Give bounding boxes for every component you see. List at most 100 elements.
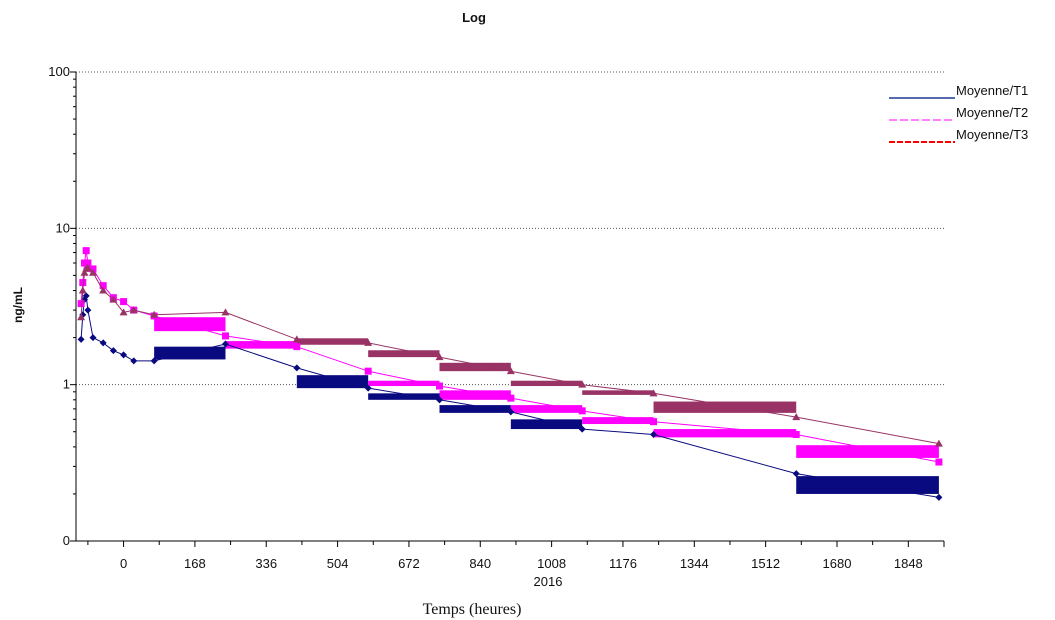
x-tick-labels: 0 168 336 504 672 840 1008 1176 1344 1512 1680 1848 <box>120 556 923 571</box>
x-tick-label: 336 <box>255 556 277 571</box>
data-point <box>79 279 87 287</box>
data-point <box>792 470 800 478</box>
data-point <box>77 335 85 343</box>
chart-title: Log <box>462 10 486 25</box>
y-tick-label: 1 <box>63 377 70 392</box>
data-point <box>89 334 97 342</box>
data-point <box>935 493 943 501</box>
y-tick-label: 10 <box>56 220 70 235</box>
y-tick-label: 0 <box>63 533 70 548</box>
x-tick-label: 1008 <box>537 556 566 571</box>
band-moyenne-t1 <box>368 393 440 400</box>
data-point <box>82 292 90 300</box>
legend-label: Moyenne/T2 <box>956 105 1028 120</box>
data-point <box>78 286 87 294</box>
band-moyenne-t2 <box>653 429 797 438</box>
band-moyenne-t2 <box>439 390 511 400</box>
band-moyenne-t2 <box>796 445 939 458</box>
data-point <box>83 263 92 271</box>
data-point <box>293 364 301 372</box>
data-point <box>80 268 89 276</box>
data-point <box>99 286 108 294</box>
data-point <box>364 384 372 392</box>
data-point <box>77 300 85 308</box>
data-point <box>436 396 444 404</box>
data-point <box>649 389 658 397</box>
y-tick-label: 100 <box>48 64 70 79</box>
x-tick-label: 840 <box>469 556 491 571</box>
data-point <box>82 247 90 255</box>
band-moyenne-t2 <box>368 380 440 387</box>
data-point <box>292 335 301 343</box>
legend: Moyenne/T1 Moyenne/T2 Moyenne/T3 <box>889 83 1028 143</box>
x-extra-label: 2016 <box>534 574 563 589</box>
x-tick-label: 168 <box>184 556 206 571</box>
data-point <box>293 343 301 351</box>
band-moyenne-t1 <box>439 405 511 413</box>
data-point <box>221 340 229 348</box>
x-tick-label: 1512 <box>751 556 780 571</box>
band-moyenne-t3 <box>653 401 797 413</box>
data-point <box>506 367 515 375</box>
band-moyenne-t1 <box>296 375 369 389</box>
data-point <box>507 408 515 416</box>
data-point <box>436 382 444 390</box>
data-point <box>435 353 444 361</box>
data-point <box>84 259 92 267</box>
x-tick-label: 672 <box>398 556 420 571</box>
data-point <box>120 298 128 306</box>
data-point <box>84 306 92 314</box>
data-point <box>99 282 107 290</box>
x-tick-label: 1344 <box>680 556 709 571</box>
data-point <box>109 347 117 355</box>
data-point <box>650 430 658 438</box>
data-point <box>130 357 138 365</box>
data-point <box>119 308 128 316</box>
data-point <box>578 407 586 415</box>
band-moyenne-t1 <box>510 419 583 430</box>
band-moyenne-t3 <box>439 362 511 372</box>
data-point <box>792 430 800 438</box>
data-point <box>364 367 372 375</box>
data-point <box>120 351 128 359</box>
grid-lines <box>76 71 944 386</box>
data-point <box>99 339 107 347</box>
x-tick-label: 1680 <box>823 556 852 571</box>
data-point <box>150 357 158 365</box>
data-point <box>578 425 586 433</box>
x-tick-label: 1848 <box>894 556 923 571</box>
band-moyenne-t3 <box>368 350 440 358</box>
data-point <box>578 380 587 388</box>
data-point <box>792 413 801 421</box>
y-axis-label: ng/mL <box>11 287 25 323</box>
data-point <box>77 313 86 321</box>
band-moyenne-t1 <box>154 346 226 360</box>
data-point <box>507 394 515 402</box>
data-point <box>221 308 230 316</box>
band-moyenne-t3 <box>510 380 583 387</box>
band-moyenne-t2 <box>225 341 297 349</box>
bands-layer <box>154 317 939 494</box>
axes <box>70 71 945 547</box>
data-point <box>88 268 97 276</box>
data-point <box>364 338 373 346</box>
series-layer <box>77 247 943 501</box>
x-tick-label: 0 <box>120 556 127 571</box>
data-point <box>935 458 943 466</box>
data-point <box>109 295 118 303</box>
band-moyenne-t2 <box>510 405 583 413</box>
x-tick-label: 1176 <box>609 556 637 571</box>
data-point <box>934 439 943 447</box>
band-moyenne-t2 <box>582 417 654 425</box>
data-point <box>221 332 229 340</box>
legend-label: Moyenne/T3 <box>956 127 1028 142</box>
y-tick-labels: 0 1 10 100 <box>48 64 70 548</box>
x-tick-label: 504 <box>327 556 349 571</box>
legend-label: Moyenne/T1 <box>956 83 1028 98</box>
data-point <box>650 418 658 426</box>
data-point <box>129 306 138 314</box>
band-moyenne-t3 <box>582 390 654 395</box>
x-axis-label: Temps (heures) <box>423 601 522 618</box>
data-point <box>150 310 159 318</box>
